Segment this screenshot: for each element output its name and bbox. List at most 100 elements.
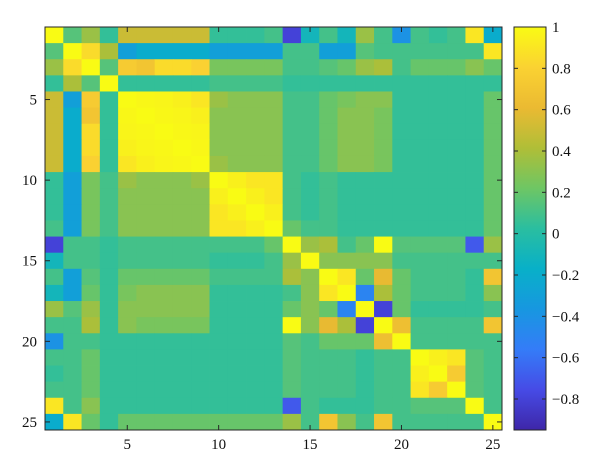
heatmap-cell xyxy=(282,27,302,44)
heatmap-cell xyxy=(374,27,393,44)
heatmap-cell xyxy=(246,413,265,431)
heatmap-cell xyxy=(465,155,485,173)
heatmap-cell xyxy=(172,43,192,60)
heatmap-cell xyxy=(392,381,411,399)
heatmap-cell xyxy=(300,284,320,302)
heatmap-cell xyxy=(227,75,247,92)
heatmap-cell xyxy=(300,107,320,125)
heatmap-cell xyxy=(118,220,137,237)
heatmap-cell xyxy=(428,317,448,334)
heatmap-cell xyxy=(191,333,210,350)
heatmap-cell xyxy=(392,91,411,108)
heatmap-cell xyxy=(282,252,302,270)
heatmap-cell xyxy=(45,284,64,302)
heatmap-cell xyxy=(45,349,64,366)
heatmap-cell xyxy=(63,252,82,270)
heatmap-cell xyxy=(337,381,357,399)
heatmap-cell xyxy=(45,301,64,318)
heatmap-cell xyxy=(319,59,338,76)
heatmap-cell xyxy=(81,204,101,221)
y-axis: 5 10 15 20 25 xyxy=(22,93,502,431)
heatmap-cell xyxy=(483,59,503,76)
heatmap-cell xyxy=(282,365,302,383)
heatmap-cell xyxy=(428,107,448,125)
y-tick-label: 5 xyxy=(30,93,38,109)
heatmap-cell xyxy=(465,365,485,383)
heatmap-cell xyxy=(191,139,210,157)
heatmap-cell xyxy=(99,349,119,366)
heatmap-cell xyxy=(355,27,375,44)
heatmap-cell xyxy=(282,59,302,76)
heatmap-cell xyxy=(264,397,284,415)
heatmap-cell xyxy=(465,188,485,205)
heatmap-cell xyxy=(227,107,247,125)
heatmap-cell xyxy=(282,107,302,125)
heatmap-cell xyxy=(264,284,284,302)
heatmap-cell xyxy=(154,220,174,237)
colorbar-tick-label: −0.2 xyxy=(552,268,579,284)
heatmap-cell xyxy=(81,268,101,286)
heatmap-cell xyxy=(447,155,466,173)
heatmap-cell xyxy=(355,413,375,431)
heatmap-cell xyxy=(99,284,119,302)
heatmap-cell xyxy=(118,397,137,415)
heatmap-cell xyxy=(319,204,338,221)
heatmap-cell xyxy=(483,301,503,318)
heatmap-cell xyxy=(246,204,265,221)
heatmap-cell xyxy=(81,43,101,60)
heatmap-cell xyxy=(428,172,448,189)
heatmap-cell xyxy=(118,252,137,270)
heatmap-cell xyxy=(374,268,393,286)
heatmap-cell xyxy=(410,107,430,125)
heatmap-cell xyxy=(264,268,284,286)
heatmap-cell xyxy=(118,172,137,189)
heatmap-cell xyxy=(483,349,503,366)
heatmap-cell xyxy=(300,413,320,431)
heatmap-cell xyxy=(374,139,393,157)
heatmap-cell xyxy=(374,252,393,270)
heatmap-cell xyxy=(191,172,210,189)
heatmap-cell xyxy=(300,397,320,415)
heatmap-cell xyxy=(483,284,503,302)
heatmap-cell xyxy=(447,91,466,108)
heatmap-cell xyxy=(374,59,393,76)
colorbar-axis: 1 0.8 0.6 0.4 0.2 0 −0.2 −0.4 −0.6 −0.8 xyxy=(514,20,580,408)
heatmap-cell xyxy=(319,27,338,44)
heatmap-cell xyxy=(209,349,229,366)
heatmap-cell xyxy=(447,236,466,254)
heatmap-cell xyxy=(374,333,393,350)
heatmap-cell xyxy=(483,75,503,92)
heatmap-cell xyxy=(410,91,430,108)
heatmap-cell xyxy=(172,397,192,415)
heatmap-cell xyxy=(282,188,302,205)
heatmap-cell xyxy=(483,91,503,108)
heatmap-cell xyxy=(264,43,284,60)
heatmap-cell xyxy=(209,284,229,302)
heatmap-cell xyxy=(81,317,101,334)
heatmap-cell xyxy=(154,91,174,108)
y-tick-label: 15 xyxy=(22,254,37,270)
heatmap-cell xyxy=(172,236,192,254)
heatmap-cell xyxy=(154,204,174,221)
heatmap-cell xyxy=(154,268,174,286)
heatmap-cell xyxy=(465,349,485,366)
heatmap-cell xyxy=(264,381,284,399)
heatmap-cell xyxy=(282,317,302,334)
heatmap-cell xyxy=(136,365,156,383)
heatmap-cell xyxy=(209,365,229,383)
heatmap-cell xyxy=(374,365,393,383)
heatmap-cell xyxy=(209,155,229,173)
heatmap-cell xyxy=(99,252,119,270)
heatmap-cell xyxy=(191,188,210,205)
heatmap-cell xyxy=(246,252,265,270)
heatmap-cell xyxy=(355,381,375,399)
heatmap-cell xyxy=(282,284,302,302)
heatmap-cell xyxy=(483,268,503,286)
heatmap-cell xyxy=(355,252,375,270)
heatmap-cell xyxy=(118,333,137,350)
x-tick-label: 15 xyxy=(303,437,318,453)
heatmap-cell xyxy=(392,301,411,318)
heatmap-cell xyxy=(81,333,101,350)
heatmap-cell xyxy=(410,204,430,221)
heatmap-cell xyxy=(337,397,357,415)
